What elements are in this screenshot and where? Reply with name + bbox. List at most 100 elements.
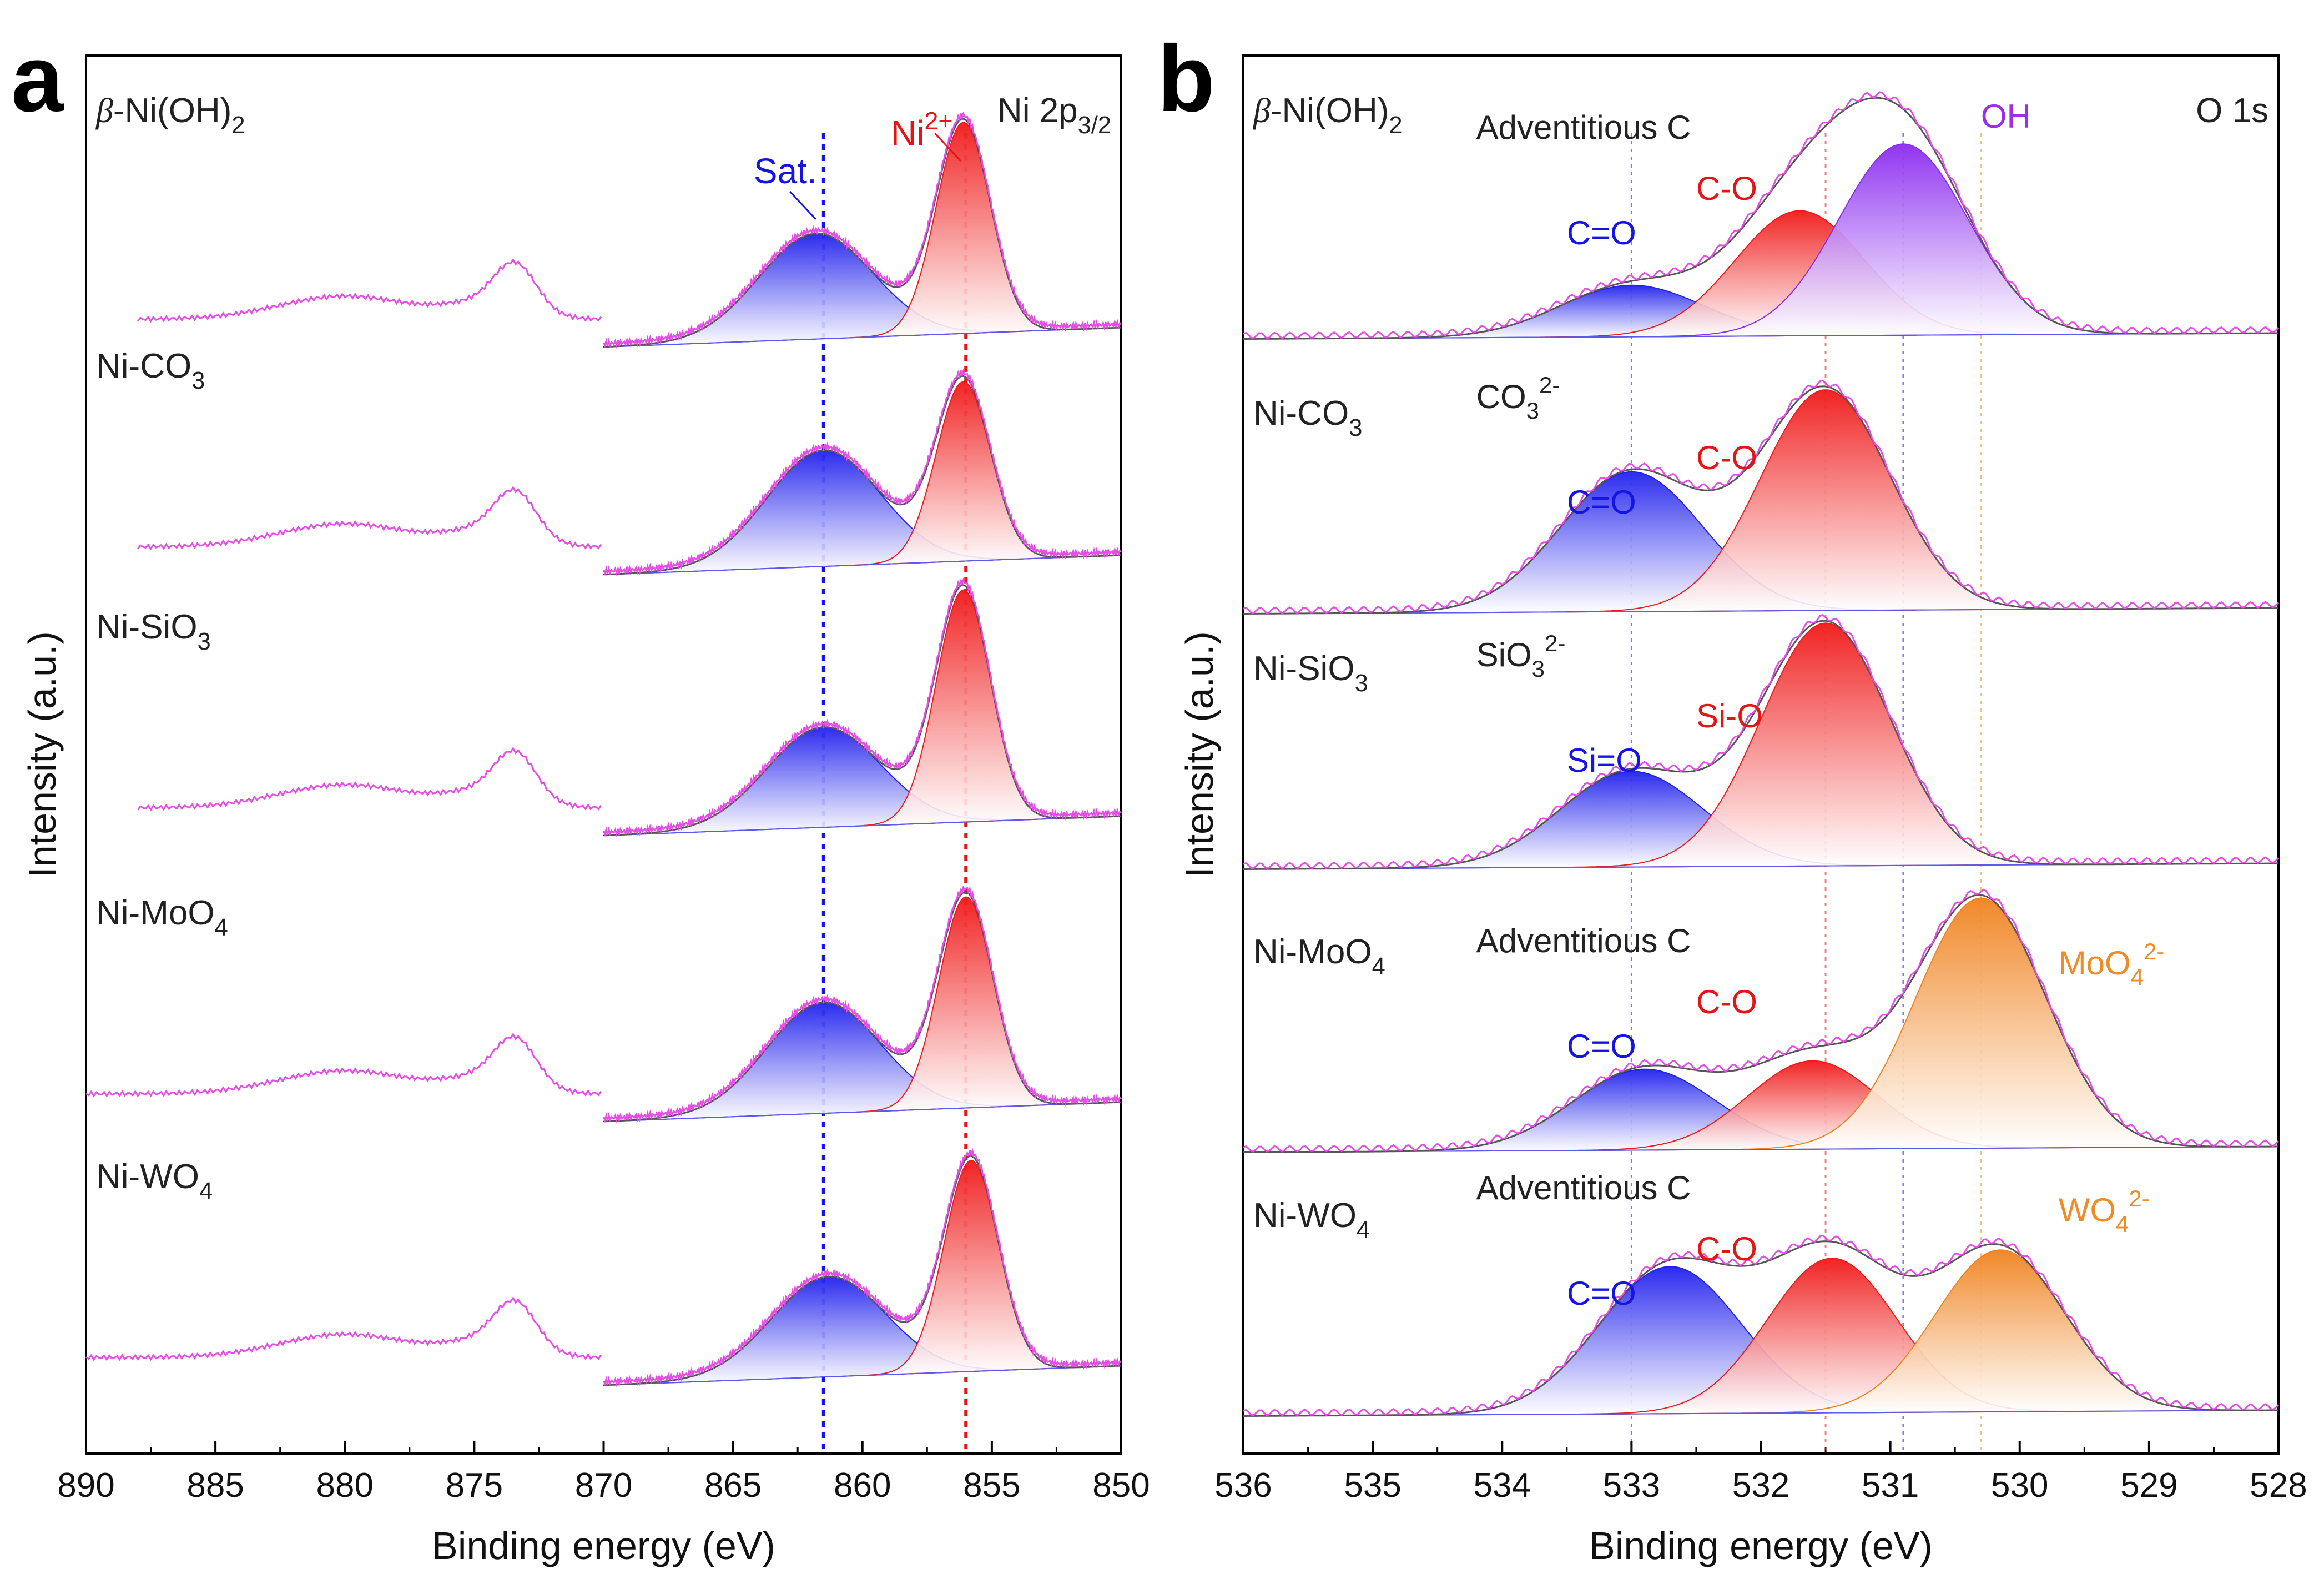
series-label: Ni-CO3 <box>1253 394 1362 441</box>
x-tick-label: 850 <box>1092 1466 1150 1505</box>
series-Ni-CO3: Ni-CO3 <box>1243 379 2280 615</box>
annotation-label: C=O <box>1567 214 1636 252</box>
survey-line <box>137 485 602 551</box>
series-Ni-MoO4: Ni-MoO4 <box>1243 888 2280 1153</box>
annotation-label: Adventitious C <box>1476 109 1691 146</box>
annotation-label: C=O <box>1567 484 1636 521</box>
x-tick-label: 531 <box>1862 1466 1919 1505</box>
series-label: Ni-WO4 <box>1253 1196 1370 1244</box>
fit-envelope <box>603 1155 1122 1386</box>
background-line <box>603 1365 1122 1386</box>
annotation-label: SiO32- <box>1476 630 1566 682</box>
annotation-label: C-O <box>1696 170 1757 207</box>
series-β-Ni(OH)2: β-Ni(OH)2 <box>1243 91 2280 340</box>
annotation-label: C=O <box>1567 1275 1636 1312</box>
x-tick-label: 536 <box>1214 1466 1272 1505</box>
x-tick-label: 530 <box>1991 1466 2048 1505</box>
raw-spectrum <box>603 1147 1122 1387</box>
fit-envelope <box>1243 894 2278 1153</box>
series-label: Ni-CO3 <box>96 347 205 394</box>
series-Ni-MoO4: Ni-MoO4 <box>85 885 1122 1124</box>
fit-envelope <box>1243 385 2278 615</box>
background-line <box>603 327 1122 348</box>
background-line <box>603 1102 1122 1122</box>
fit-envelope <box>1243 1240 2278 1417</box>
survey-line <box>85 1296 602 1361</box>
y-axis-label: Intensity (a.u.) <box>1178 631 1221 878</box>
raw-spectrum <box>603 368 1122 577</box>
panel-letter: b <box>1157 26 1215 132</box>
annotation-sat: Sat. <box>754 151 817 191</box>
annotation-label: Si=O <box>1567 742 1642 779</box>
raw-spectrum <box>603 577 1122 838</box>
panel-letter: a <box>11 26 64 132</box>
survey-line <box>137 746 602 812</box>
annotation-label: MoO42- <box>2059 938 2165 990</box>
panel-b: b 536 535 534 533 532 531 530 529 528 Binding ener… <box>1157 26 2307 1567</box>
annotation-label: WO42- <box>2059 1185 2150 1237</box>
annotation-label: Si-O <box>1696 697 1763 735</box>
annotation-label: C-O <box>1696 1230 1757 1268</box>
fit-envelope <box>603 584 1122 837</box>
fit-envelope <box>1243 620 2278 870</box>
series-Ni-SiO3: Ni-SiO3 <box>1243 614 2280 870</box>
annotation-arrow <box>934 132 962 162</box>
raw-spectrum <box>1243 379 2280 614</box>
raw-spectrum <box>1243 91 2280 339</box>
x-axis-label: Binding energy (eV) <box>432 1524 775 1567</box>
annotation-label: Adventitious C <box>1476 1169 1691 1206</box>
annotations-b: Adventitious CC-OC=OOHCO32-C-OC=OSiO32-S… <box>1476 98 2165 1312</box>
annotation-ni2: Ni2+ <box>891 107 953 153</box>
series-label: Ni-SiO3 <box>1253 650 1368 697</box>
x-tick-label: 870 <box>575 1466 632 1505</box>
raw-spectrum <box>1243 614 2280 869</box>
annotation-label: C-O <box>1696 983 1757 1020</box>
x-tick-label: 855 <box>963 1466 1020 1505</box>
region-label: Ni 2p3/2 <box>997 92 1111 139</box>
annotation-arrow <box>789 190 816 220</box>
x-tick-label: 865 <box>704 1466 762 1505</box>
survey-line <box>85 1032 602 1098</box>
survey-line <box>137 258 602 323</box>
panel-title: β-Ni(OH)2 <box>1253 92 1403 139</box>
series-label: Ni-WO4 <box>96 1158 213 1205</box>
series-label: Ni-MoO4 <box>96 894 228 941</box>
background-line <box>603 816 1122 836</box>
fit-envelope <box>1243 97 2278 340</box>
annotation-label: C-O <box>1696 439 1757 476</box>
fit-envelope <box>603 118 1122 348</box>
x-tick-label: 529 <box>2120 1466 2177 1505</box>
x-tick-label: 860 <box>834 1466 891 1505</box>
fit-envelope <box>603 891 1122 1123</box>
x-tick-label: 890 <box>57 1466 114 1505</box>
raw-spectrum <box>1243 1234 2280 1416</box>
series-Ni-CO3: Ni-CO3 <box>96 347 1122 577</box>
y-axis-label: Intensity (a.u.) <box>21 631 64 878</box>
annotation-label: C=O <box>1567 1028 1636 1065</box>
raw-spectrum <box>1243 888 2280 1153</box>
series-Ni-WO4: Ni-WO4 <box>85 1147 1122 1387</box>
annotation-label: Adventitious C <box>1476 922 1691 959</box>
panel-title: β-Ni(OH)2 <box>95 92 245 139</box>
x-tick-label: 533 <box>1603 1466 1660 1505</box>
series-β-Ni(OH)2: β-Ni(OH)2 <box>137 111 1122 349</box>
x-tick-label: 528 <box>2250 1466 2307 1505</box>
fit-envelope <box>603 375 1122 576</box>
x-tick-label: 875 <box>446 1466 503 1505</box>
series-label: Ni-MoO4 <box>1253 933 1385 980</box>
raw-spectrum <box>603 111 1122 349</box>
x-axis-label: Binding energy (eV) <box>1589 1524 1933 1567</box>
region-label: O 1s <box>2196 92 2268 130</box>
panel-a: a 890 885 880 875 870 865 860 855 850 Binding ener… <box>11 26 1150 1567</box>
x-tick-label: 534 <box>1474 1466 1531 1505</box>
x-tick-label: 532 <box>1732 1466 1789 1505</box>
series-Ni-WO4: Ni-WO4 <box>1243 1196 2280 1417</box>
series-label: Ni-SiO3 <box>96 608 211 655</box>
series-Ni-SiO3: Ni-SiO3 <box>96 577 1122 838</box>
x-tick-label: 535 <box>1344 1466 1401 1505</box>
annotation-label: OH <box>1981 98 2031 135</box>
annotations-a: Sat. Ni2+ <box>754 107 962 220</box>
background-line <box>603 555 1122 575</box>
raw-spectrum <box>603 885 1122 1124</box>
